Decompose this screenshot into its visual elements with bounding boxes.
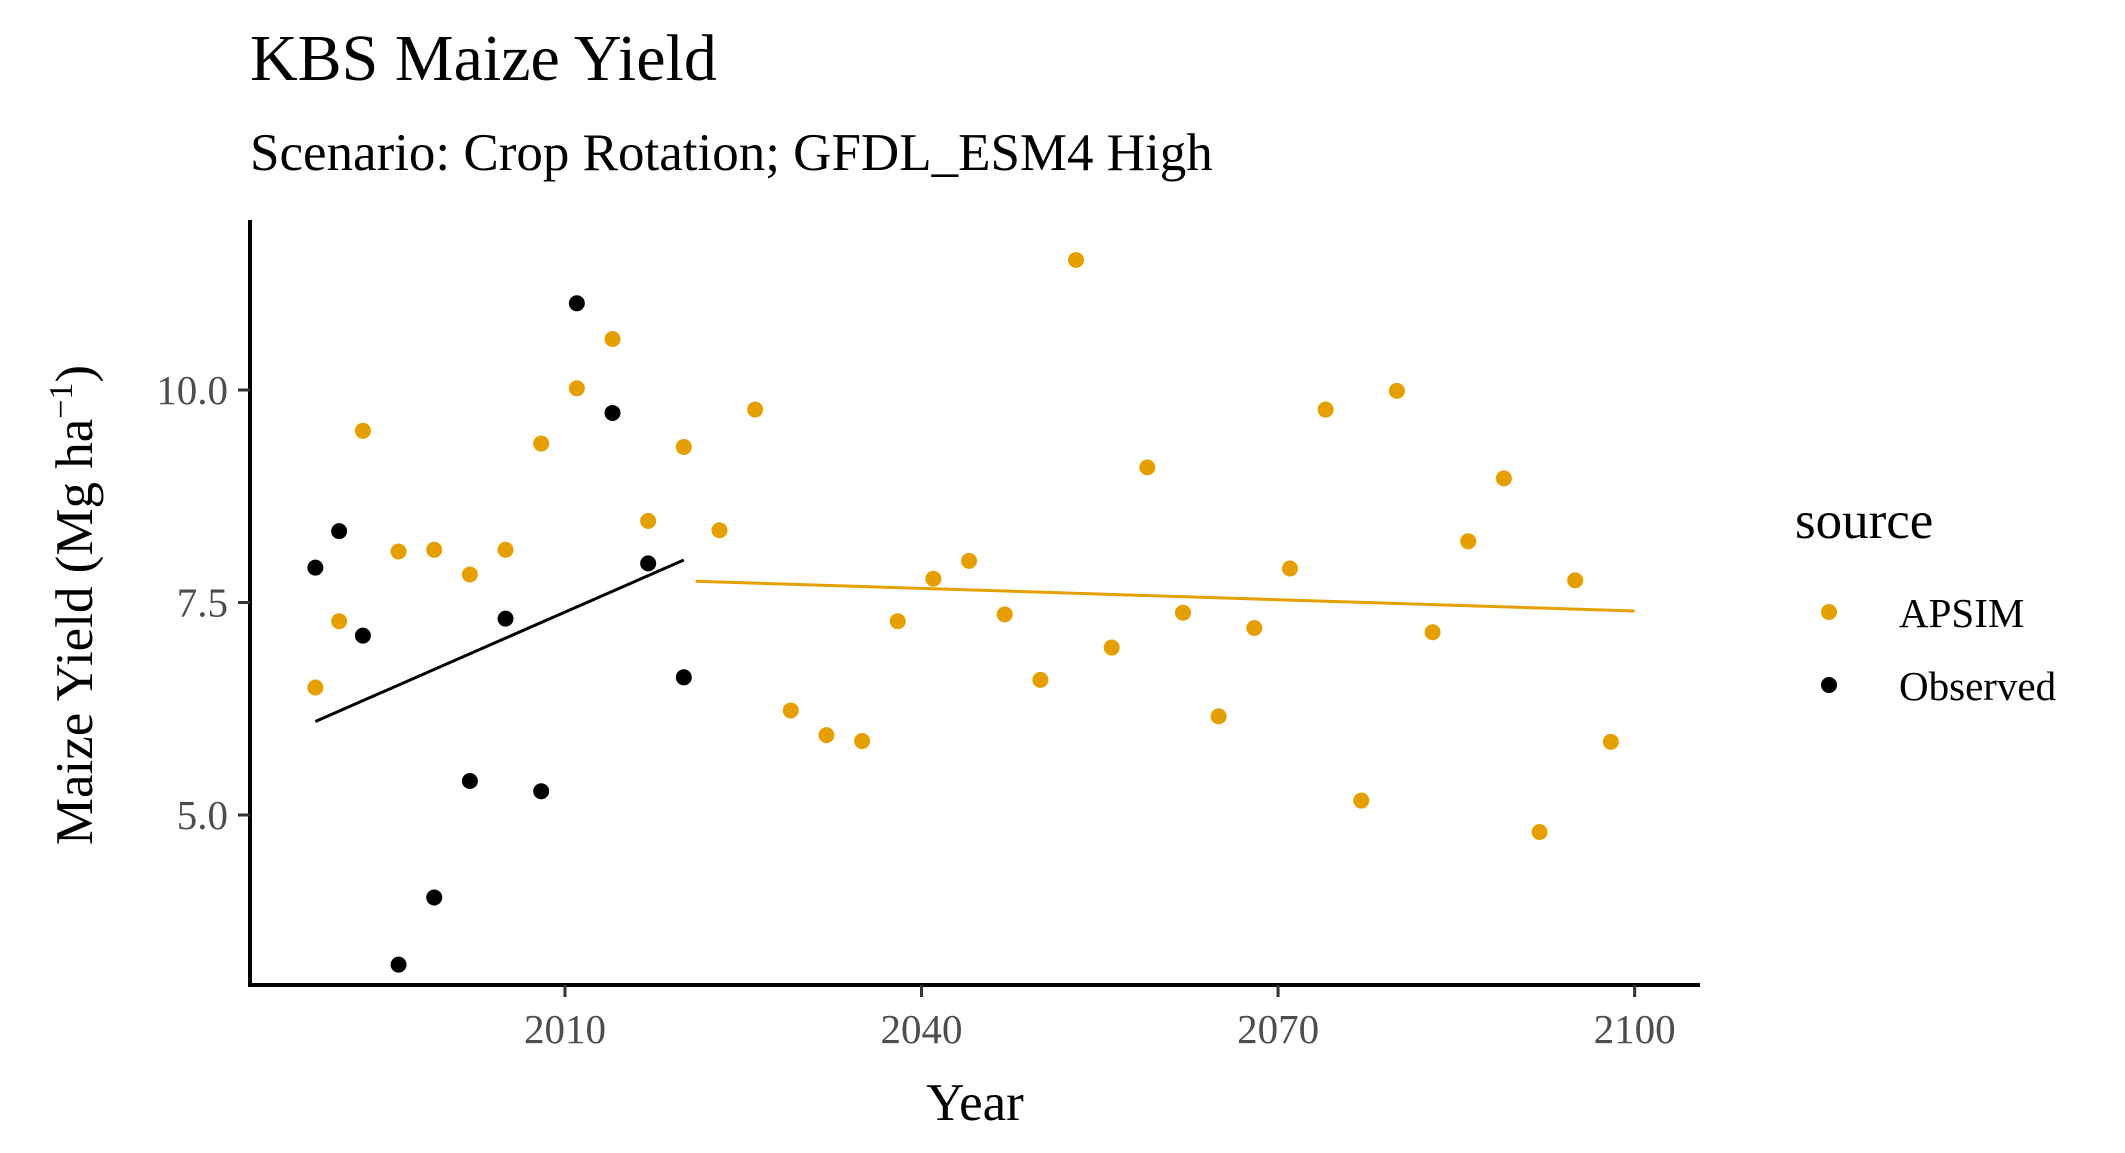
point-apsim <box>996 606 1013 623</box>
point-apsim <box>604 331 621 347</box>
y-tick-label: 7.5 <box>177 580 228 626</box>
x-tick-label: 2010 <box>524 1006 606 1052</box>
chart-subtitle: Scenario: Crop Rotation; GFDL_ESM4 High <box>250 124 1213 182</box>
point-apsim <box>354 422 371 439</box>
y-tick-label: 10.0 <box>156 367 228 413</box>
point-observed <box>604 404 621 421</box>
trend-line-observed <box>314 558 685 723</box>
chart-title: KBS Maize Yield <box>250 22 717 95</box>
point-apsim <box>1495 470 1512 487</box>
point-apsim <box>1246 620 1263 636</box>
y-axis-title-main: Maize Yield (Mg ha <box>46 419 104 845</box>
point-apsim <box>818 727 835 744</box>
point-apsim <box>461 566 478 583</box>
point-apsim <box>1032 671 1049 688</box>
legend: source APSIM Observed <box>1795 492 2056 709</box>
x-tick-label: 2100 <box>1594 1006 1676 1052</box>
legend-label-observed: Observed <box>1899 663 2056 709</box>
point-apsim <box>711 522 728 539</box>
point-apsim <box>640 512 657 529</box>
legend-key-observed <box>1821 677 1837 693</box>
point-observed <box>640 555 657 572</box>
y-axis-title: Maize Yield (Mg ha−1) <box>43 365 104 845</box>
point-apsim <box>568 380 585 397</box>
y-tick-label: 5.0 <box>177 792 228 838</box>
plot-area <box>307 251 1635 973</box>
point-observed <box>390 956 407 973</box>
point-apsim <box>1139 459 1156 476</box>
x-tick-label: 2040 <box>881 1006 963 1052</box>
x-tick-label: 2070 <box>1237 1006 1319 1052</box>
axis-ticks: 2010 2040 2070 2100 5.0 7.5 10.0 <box>156 367 1675 1052</box>
point-apsim <box>961 552 978 569</box>
point-apsim <box>675 438 692 455</box>
point-apsim <box>1388 382 1405 399</box>
point-apsim <box>533 435 550 452</box>
point-observed <box>461 773 478 789</box>
trend-line-apsim <box>695 579 1635 613</box>
point-apsim <box>1460 533 1477 550</box>
point-observed <box>354 627 371 644</box>
point-apsim <box>1317 401 1334 418</box>
point-apsim <box>1531 824 1548 840</box>
point-observed <box>568 295 585 312</box>
point-apsim <box>307 679 324 696</box>
point-observed <box>426 889 443 906</box>
point-apsim <box>1281 560 1298 577</box>
point-apsim <box>1068 251 1085 268</box>
legend-label-apsim: APSIM <box>1899 590 2024 636</box>
y-axis-title-exponent: −1 <box>43 383 80 419</box>
point-observed <box>331 523 348 540</box>
point-apsim <box>1103 639 1120 656</box>
point-apsim <box>1567 572 1584 589</box>
y-axis-title-close: ) <box>46 365 104 383</box>
point-observed <box>307 559 324 576</box>
point-observed <box>533 783 550 800</box>
point-apsim <box>497 541 514 558</box>
point-apsim <box>1424 624 1441 641</box>
point-apsim <box>782 702 799 719</box>
point-apsim <box>1210 708 1227 725</box>
point-apsim <box>426 541 443 558</box>
point-apsim <box>925 570 942 587</box>
point-apsim <box>854 733 871 750</box>
point-apsim <box>747 401 764 418</box>
point-apsim <box>1602 733 1619 750</box>
point-apsim <box>889 613 906 630</box>
x-axis-title: Year <box>926 1074 1024 1132</box>
legend-title: source <box>1795 492 1933 550</box>
point-apsim <box>1353 792 1370 809</box>
point-apsim <box>331 613 348 630</box>
point-apsim <box>1174 604 1191 621</box>
point-apsim <box>390 543 407 560</box>
point-observed <box>497 610 514 627</box>
point-observed <box>675 669 692 686</box>
legend-key-apsim <box>1821 604 1837 620</box>
